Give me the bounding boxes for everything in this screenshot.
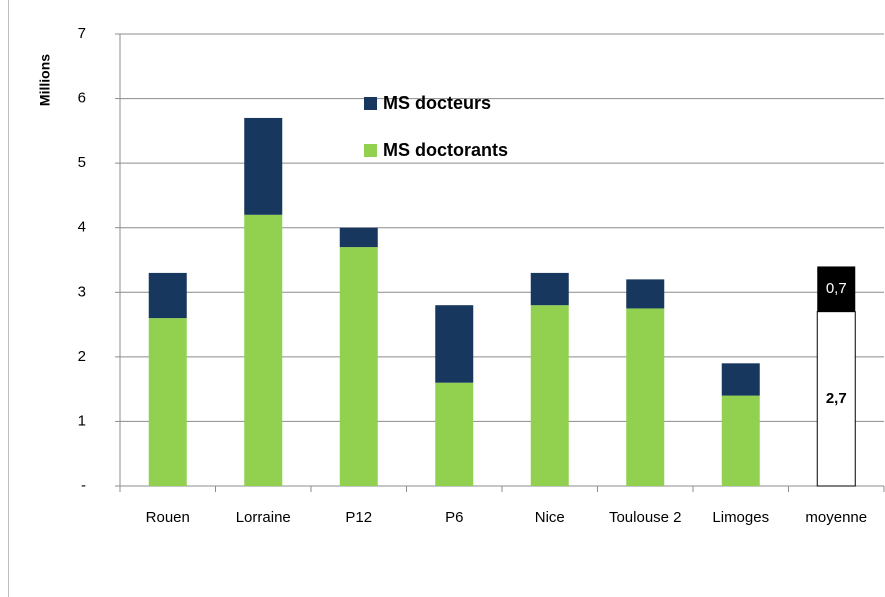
legend-label: MS doctorants: [383, 140, 508, 160]
bar-segment: [816, 311, 856, 487]
data-label: 0,7: [826, 280, 847, 297]
legend-swatch: [364, 97, 377, 110]
y-axis-label: Millions: [37, 54, 53, 106]
bar-segment: [626, 279, 665, 309]
legend-label: MS docteurs: [383, 93, 491, 113]
x-tick-label: P6: [445, 509, 463, 526]
bar-segment: [626, 308, 665, 486]
bar-segment: [148, 318, 187, 486]
x-tick-label: Limoges: [712, 509, 769, 526]
bar-segment: [721, 363, 760, 396]
x-tick-label: Nice: [535, 509, 565, 526]
bar-segment: [530, 305, 569, 486]
bar-segment: [148, 272, 187, 319]
y-tick-label: 7: [78, 25, 86, 42]
y-tick-label: -: [81, 477, 86, 494]
bar-segment: [339, 227, 378, 248]
bar-segment: [244, 117, 283, 215]
y-tick-label: 5: [78, 154, 86, 171]
y-tick-label: 1: [78, 412, 86, 429]
x-tick-label: P12: [345, 509, 372, 526]
x-tick-label: Lorraine: [236, 509, 291, 526]
bar-segment: [530, 272, 569, 306]
x-tick-label: Rouen: [146, 509, 190, 526]
bar-segment: [339, 247, 378, 486]
legend-swatch: [364, 144, 377, 157]
x-tick-label: moyenne: [805, 509, 867, 526]
y-tick-label: 4: [78, 219, 86, 236]
bar-segment: [721, 395, 760, 486]
bar-segment: [244, 214, 283, 487]
y-tick-label: 2: [78, 348, 86, 365]
x-tick-label: Toulouse 2: [609, 509, 682, 526]
bar-segment: [817, 266, 856, 312]
bar-segment: [435, 382, 474, 486]
y-tick-label: 6: [78, 90, 86, 107]
bar-segment: [435, 305, 474, 383]
y-tick-label: 3: [78, 283, 86, 300]
data-label: 2,7: [826, 390, 847, 407]
